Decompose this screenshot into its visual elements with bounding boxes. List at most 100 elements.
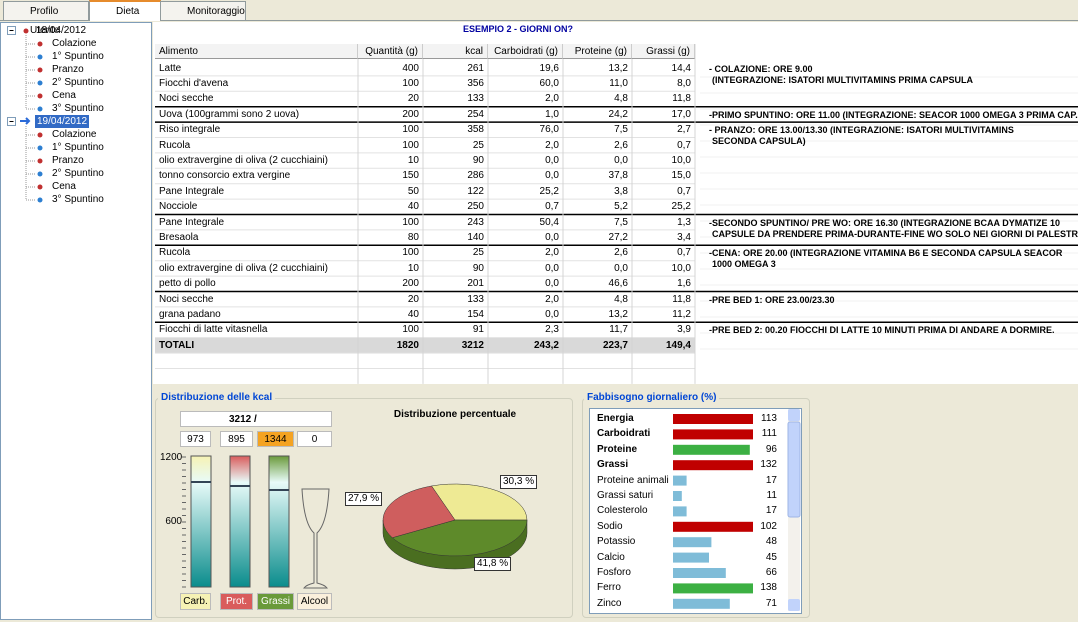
table-cell[interactable]: 100 — [402, 77, 419, 89]
table-cell[interactable]: 90 — [472, 154, 484, 166]
tree-item[interactable]: Cena — [52, 90, 76, 101]
tree-item[interactable]: 1° Spuntino — [52, 51, 104, 62]
table-cell[interactable]: 243 — [467, 216, 484, 228]
table-cell[interactable]: 133 — [467, 293, 484, 305]
table-cell[interactable]: Fiocchi d'avena — [159, 77, 229, 89]
table-cell[interactable]: 154 — [467, 308, 484, 320]
table-cell[interactable]: 11,0 — [609, 77, 628, 89]
table-cell[interactable]: 7,5 — [614, 216, 628, 228]
table-cell[interactable]: 10,0 — [671, 154, 691, 166]
table-cell[interactable]: 25,2 — [671, 201, 691, 213]
table-cell[interactable]: Rucola — [159, 247, 191, 259]
table-cell[interactable]: 40 — [407, 308, 419, 320]
table-cell[interactable]: 0,7 — [545, 201, 559, 213]
table-cell[interactable]: Pane Integrale — [159, 216, 225, 228]
tree-item[interactable]: 2° Spuntino — [52, 77, 104, 88]
table-cell[interactable]: 50 — [407, 185, 419, 197]
table-cell[interactable]: 2,6 — [614, 139, 628, 151]
table-cell[interactable]: 0,0 — [545, 308, 559, 320]
table-cell[interactable]: 10 — [407, 154, 419, 166]
table-cell[interactable]: 40 — [407, 201, 419, 213]
table-cell[interactable]: 5,2 — [614, 201, 628, 213]
table-cell[interactable]: 100 — [402, 247, 419, 259]
column-header[interactable]: Alimento — [155, 44, 358, 59]
tree-item[interactable]: 3° Spuntino — [52, 194, 104, 205]
table-cell[interactable]: 0,0 — [545, 170, 559, 182]
table-cell[interactable]: 261 — [467, 62, 484, 74]
table-cell[interactable]: 2,0 — [545, 139, 559, 151]
tab[interactable]: Profilo Utente — [3, 1, 89, 36]
table-cell[interactable]: 250 — [467, 201, 484, 213]
tree-item[interactable]: 1° Spuntino — [52, 142, 104, 153]
table-cell[interactable]: 3,4 — [677, 231, 691, 243]
table-cell[interactable]: 25 — [472, 247, 484, 259]
table-cell[interactable]: olio extravergine di oliva (2 cucchiaini… — [159, 154, 328, 166]
table-cell[interactable]: 133 — [467, 93, 484, 105]
table-cell[interactable]: 0,7 — [677, 139, 691, 151]
table-cell[interactable]: 76,0 — [539, 124, 559, 136]
tree-date[interactable]: 19/04/2012 — [35, 115, 90, 128]
tree-item[interactable]: Pranzo — [52, 64, 84, 75]
table-cell[interactable]: 46,6 — [608, 278, 628, 290]
table-cell[interactable]: grana padano — [159, 308, 221, 320]
table-cell[interactable]: 13,2 — [608, 62, 628, 74]
table-cell[interactable]: 8,0 — [677, 77, 691, 89]
table-cell[interactable]: 90 — [472, 262, 484, 274]
tree-item[interactable]: Colazione — [52, 38, 97, 49]
table-cell[interactable]: 254 — [467, 108, 484, 120]
table-cell[interactable]: Noci secche — [159, 293, 214, 305]
column-header[interactable]: kcal — [423, 44, 488, 59]
table-cell[interactable]: Fiocchi di latte vitasnella — [159, 324, 268, 336]
table-cell[interactable]: 17,0 — [671, 108, 691, 120]
column-header[interactable]: Quantità (g) — [358, 44, 423, 59]
table-cell[interactable]: 91 — [472, 324, 484, 336]
table-cell[interactable]: olio extravergine di oliva (2 cucchiaini… — [159, 262, 328, 274]
table-cell[interactable]: 400 — [402, 62, 419, 74]
tree-item[interactable]: Colazione — [52, 129, 97, 140]
table-cell[interactable]: 0,0 — [545, 231, 559, 243]
table-cell[interactable]: 27,2 — [608, 231, 628, 243]
column-header[interactable]: Carboidrati (g) — [488, 44, 563, 59]
table-cell[interactable]: 2,3 — [545, 324, 559, 336]
table-cell[interactable]: 286 — [467, 170, 484, 182]
table-cell[interactable]: Latte — [159, 62, 182, 74]
table-cell[interactable]: 4,8 — [614, 93, 628, 105]
table-cell[interactable]: 3,9 — [677, 324, 691, 336]
tree-item[interactable]: 2° Spuntino — [52, 168, 104, 179]
table-cell[interactable]: 0,0 — [545, 278, 559, 290]
table-cell[interactable]: 20 — [407, 293, 419, 305]
table-cell[interactable]: 358 — [467, 124, 484, 136]
table-cell[interactable]: Rucola — [159, 139, 191, 151]
table-cell[interactable]: 10,0 — [671, 262, 691, 274]
table-cell[interactable]: 37,8 — [608, 170, 628, 182]
table-cell[interactable]: 100 — [402, 324, 419, 336]
table-cell[interactable]: 0,0 — [614, 262, 628, 274]
table-cell[interactable]: 1,6 — [677, 278, 691, 290]
table-cell[interactable]: 1,0 — [545, 108, 559, 120]
column-header[interactable]: Grassi (g) — [632, 44, 695, 59]
table-cell[interactable]: 2,6 — [614, 247, 628, 259]
table-cell[interactable]: 4,8 — [614, 293, 628, 305]
table-cell[interactable]: 7,5 — [614, 124, 628, 136]
table-cell[interactable]: Riso integrale — [159, 124, 221, 136]
tree-date[interactable]: 18/04/2012 — [36, 25, 87, 36]
table-cell[interactable]: 2,0 — [545, 293, 559, 305]
table-cell[interactable]: 150 — [402, 170, 419, 182]
table-cell[interactable]: 0,7 — [677, 185, 691, 197]
table-cell[interactable]: 200 — [402, 108, 419, 120]
tree-item[interactable]: Cena — [52, 181, 76, 192]
table-cell[interactable]: 100 — [402, 139, 419, 151]
table-cell[interactable]: 2,7 — [677, 124, 691, 136]
table-cell[interactable]: 11,2 — [672, 308, 691, 320]
table-cell[interactable]: 1,3 — [677, 216, 691, 228]
table-cell[interactable]: 15,0 — [671, 170, 691, 182]
table-cell[interactable]: 201 — [467, 278, 484, 290]
table-cell[interactable]: 0,0 — [545, 262, 559, 274]
table-cell[interactable]: 200 — [402, 278, 419, 290]
table-cell[interactable]: 122 — [467, 185, 484, 197]
table-cell[interactable]: Noci secche — [159, 93, 214, 105]
table-cell[interactable]: 25,2 — [539, 185, 559, 197]
table-cell[interactable]: 13,2 — [608, 308, 628, 320]
table-cell[interactable]: 0,0 — [545, 154, 559, 166]
tree-item[interactable]: Pranzo — [52, 155, 84, 166]
